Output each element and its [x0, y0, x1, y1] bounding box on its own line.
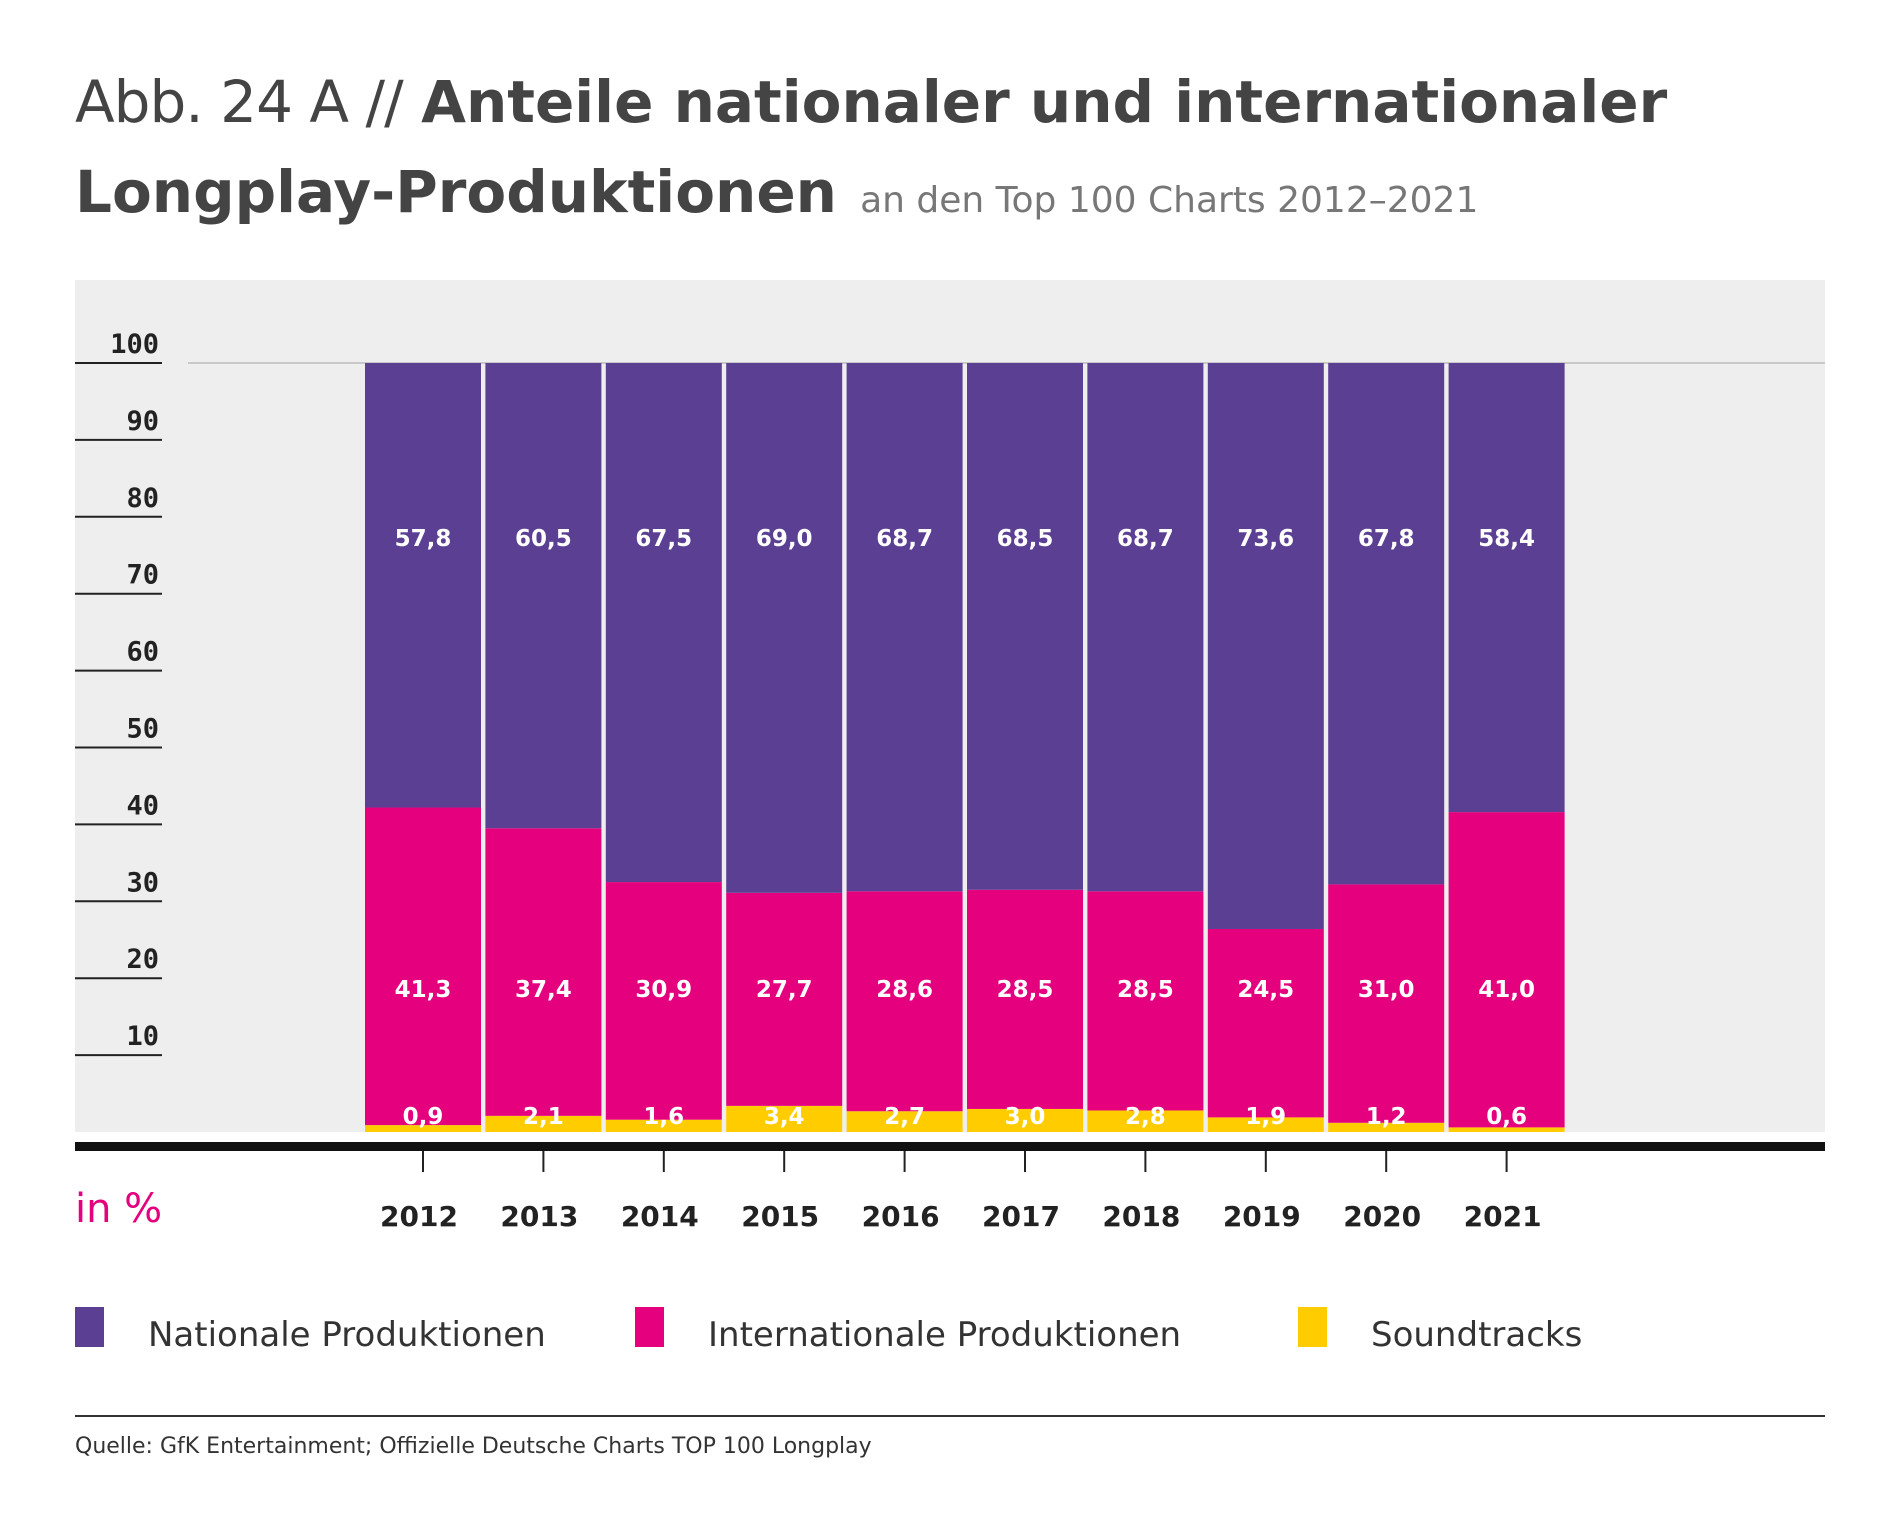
y-tick-label-60: 60	[126, 637, 159, 668]
chart-title-line-2: Longplay-Produktionen an den Top 100 Cha…	[75, 152, 1478, 247]
legend: Nationale Produktionen Internationale Pr…	[0, 1305, 1900, 1365]
data-label-national-2016: 68,7	[876, 526, 933, 552]
figure-number: Abb. 24 A //	[75, 68, 404, 136]
data-label-national-2020: 67,8	[1358, 526, 1415, 552]
y-tick-label-50: 50	[126, 714, 159, 745]
bar-national-2015	[726, 363, 843, 893]
data-label-national-2017: 68,5	[997, 526, 1054, 552]
data-label-national-2015: 69,0	[756, 526, 813, 552]
y-tick-label-10: 10	[126, 1021, 159, 1052]
data-label-national-2014: 67,5	[635, 526, 692, 552]
bar-international-2021	[1448, 812, 1565, 1128]
bar-soundtracks-2021	[1448, 1127, 1565, 1132]
data-label-soundtracks-2014: 1,6	[643, 1104, 684, 1130]
bar-international-2016	[846, 891, 963, 1112]
x-tick-label-2018: 2018	[1102, 1200, 1180, 1233]
source-divider	[75, 1415, 1825, 1417]
bar-national-2020	[1328, 363, 1445, 885]
bar-international-2017	[967, 889, 1083, 1109]
legend-label-international: Internationale Produktionen	[708, 1315, 1182, 1355]
y-tick-label-90: 90	[126, 406, 159, 437]
data-label-soundtracks-2019: 1,9	[1245, 1104, 1286, 1130]
x-tick-label-2014: 2014	[621, 1200, 699, 1233]
bar-national-2013	[485, 363, 602, 829]
x-tick-label-2017: 2017	[982, 1200, 1060, 1233]
x-tick-label-2012: 2012	[380, 1200, 458, 1233]
y-axis-unit-label: in %	[75, 1186, 163, 1232]
bar-international-2015	[726, 892, 843, 1106]
bar-soundtracks-2014	[605, 1119, 722, 1132]
data-label-international-2019: 24,5	[1237, 977, 1294, 1003]
chart-subtitle: an den Top 100 Charts 2012–2021	[860, 180, 1479, 221]
bar-national-2018	[1087, 363, 1204, 892]
bar-national-2017	[967, 363, 1083, 890]
bar-national-2014	[605, 363, 722, 883]
data-label-international-2017: 28,5	[997, 977, 1054, 1003]
data-label-soundtracks-2018: 2,8	[1125, 1104, 1166, 1130]
data-label-soundtracks-2012: 0,9	[403, 1104, 444, 1130]
bar-soundtracks-2016	[846, 1111, 963, 1132]
data-label-national-2019: 73,6	[1237, 526, 1294, 552]
data-label-international-2013: 37,4	[515, 977, 572, 1003]
data-label-international-2016: 28,6	[876, 977, 933, 1003]
legend-swatch-national	[75, 1307, 104, 1347]
bar-soundtracks-2017	[967, 1108, 1083, 1132]
chart-title-continued: Longplay-Produktionen	[75, 158, 837, 226]
data-label-international-2015: 27,7	[756, 977, 813, 1003]
data-label-international-2018: 28,5	[1117, 977, 1174, 1003]
y-tick-label-100: 100	[110, 329, 159, 360]
chart-title: Anteile nationaler und internationaler	[421, 68, 1668, 136]
y-tick-label-20: 20	[126, 944, 159, 975]
stacked-bar-chart: 10 20 30 40 50 60 70 80 90 100 0,9 41,3 57,8 2012 2,1 3…	[75, 280, 1825, 1233]
bar-national-2012	[365, 363, 481, 808]
bar-international-2019	[1207, 928, 1324, 1118]
x-tick-label-2013: 2013	[500, 1200, 578, 1233]
data-label-soundtracks-2021: 0,6	[1486, 1104, 1527, 1130]
data-label-soundtracks-2020: 1,2	[1366, 1104, 1407, 1130]
bar-national-2021	[1448, 363, 1565, 813]
bar-international-2018	[1087, 891, 1204, 1111]
bar-soundtracks-2018	[1087, 1110, 1204, 1132]
data-label-soundtracks-2015: 3,4	[764, 1104, 805, 1130]
data-label-soundtracks-2013: 2,1	[523, 1104, 564, 1130]
bar-international-2014	[605, 882, 722, 1120]
bar-international-2013	[485, 828, 602, 1116]
data-label-international-2021: 41,0	[1478, 977, 1535, 1003]
chart-title-line-1: Abb. 24 A // Anteile nationaler und inte…	[75, 62, 1667, 142]
data-label-national-2013: 60,5	[515, 526, 572, 552]
bar-national-2016	[846, 363, 963, 892]
x-axis-baseline	[75, 1142, 1825, 1151]
data-label-national-2021: 58,4	[1478, 526, 1535, 552]
legend-label-national: Nationale Produktionen	[148, 1315, 546, 1355]
bar-international-2012	[365, 807, 481, 1126]
x-tick-label-2016: 2016	[862, 1200, 940, 1233]
bar-soundtracks-2013	[485, 1115, 602, 1132]
data-label-national-2018: 68,7	[1117, 526, 1174, 552]
data-label-international-2014: 30,9	[635, 977, 692, 1003]
y-tick-label-80: 80	[126, 483, 159, 514]
source-note: Quelle: GfK Entertainment; Offizielle De…	[75, 1434, 872, 1459]
x-tick-label-2020: 2020	[1343, 1200, 1421, 1233]
data-label-soundtracks-2017: 3,0	[1005, 1104, 1046, 1130]
x-tick-label-2015: 2015	[741, 1200, 819, 1233]
bar-international-2020	[1328, 884, 1445, 1123]
bar-soundtracks-2019	[1207, 1117, 1324, 1132]
data-label-soundtracks-2016: 2,7	[884, 1104, 925, 1130]
data-label-national-2012: 57,8	[395, 526, 452, 552]
y-tick-label-70: 70	[126, 560, 159, 591]
data-label-international-2020: 31,0	[1358, 977, 1415, 1003]
legend-swatch-soundtracks	[1298, 1307, 1327, 1347]
bar-soundtracks-2015	[726, 1105, 843, 1132]
bar-national-2019	[1207, 363, 1324, 929]
legend-swatch-international	[635, 1307, 664, 1347]
y-tick-label-40: 40	[126, 790, 159, 821]
legend-label-soundtracks: Soundtracks	[1371, 1315, 1583, 1355]
data-label-international-2012: 41,3	[395, 977, 452, 1003]
x-tick-label-2019: 2019	[1223, 1200, 1301, 1233]
y-tick-label-30: 30	[126, 867, 159, 898]
bar-soundtracks-2012	[365, 1125, 481, 1132]
bar-soundtracks-2020	[1328, 1122, 1445, 1132]
x-tick-label-2021: 2021	[1464, 1200, 1542, 1233]
